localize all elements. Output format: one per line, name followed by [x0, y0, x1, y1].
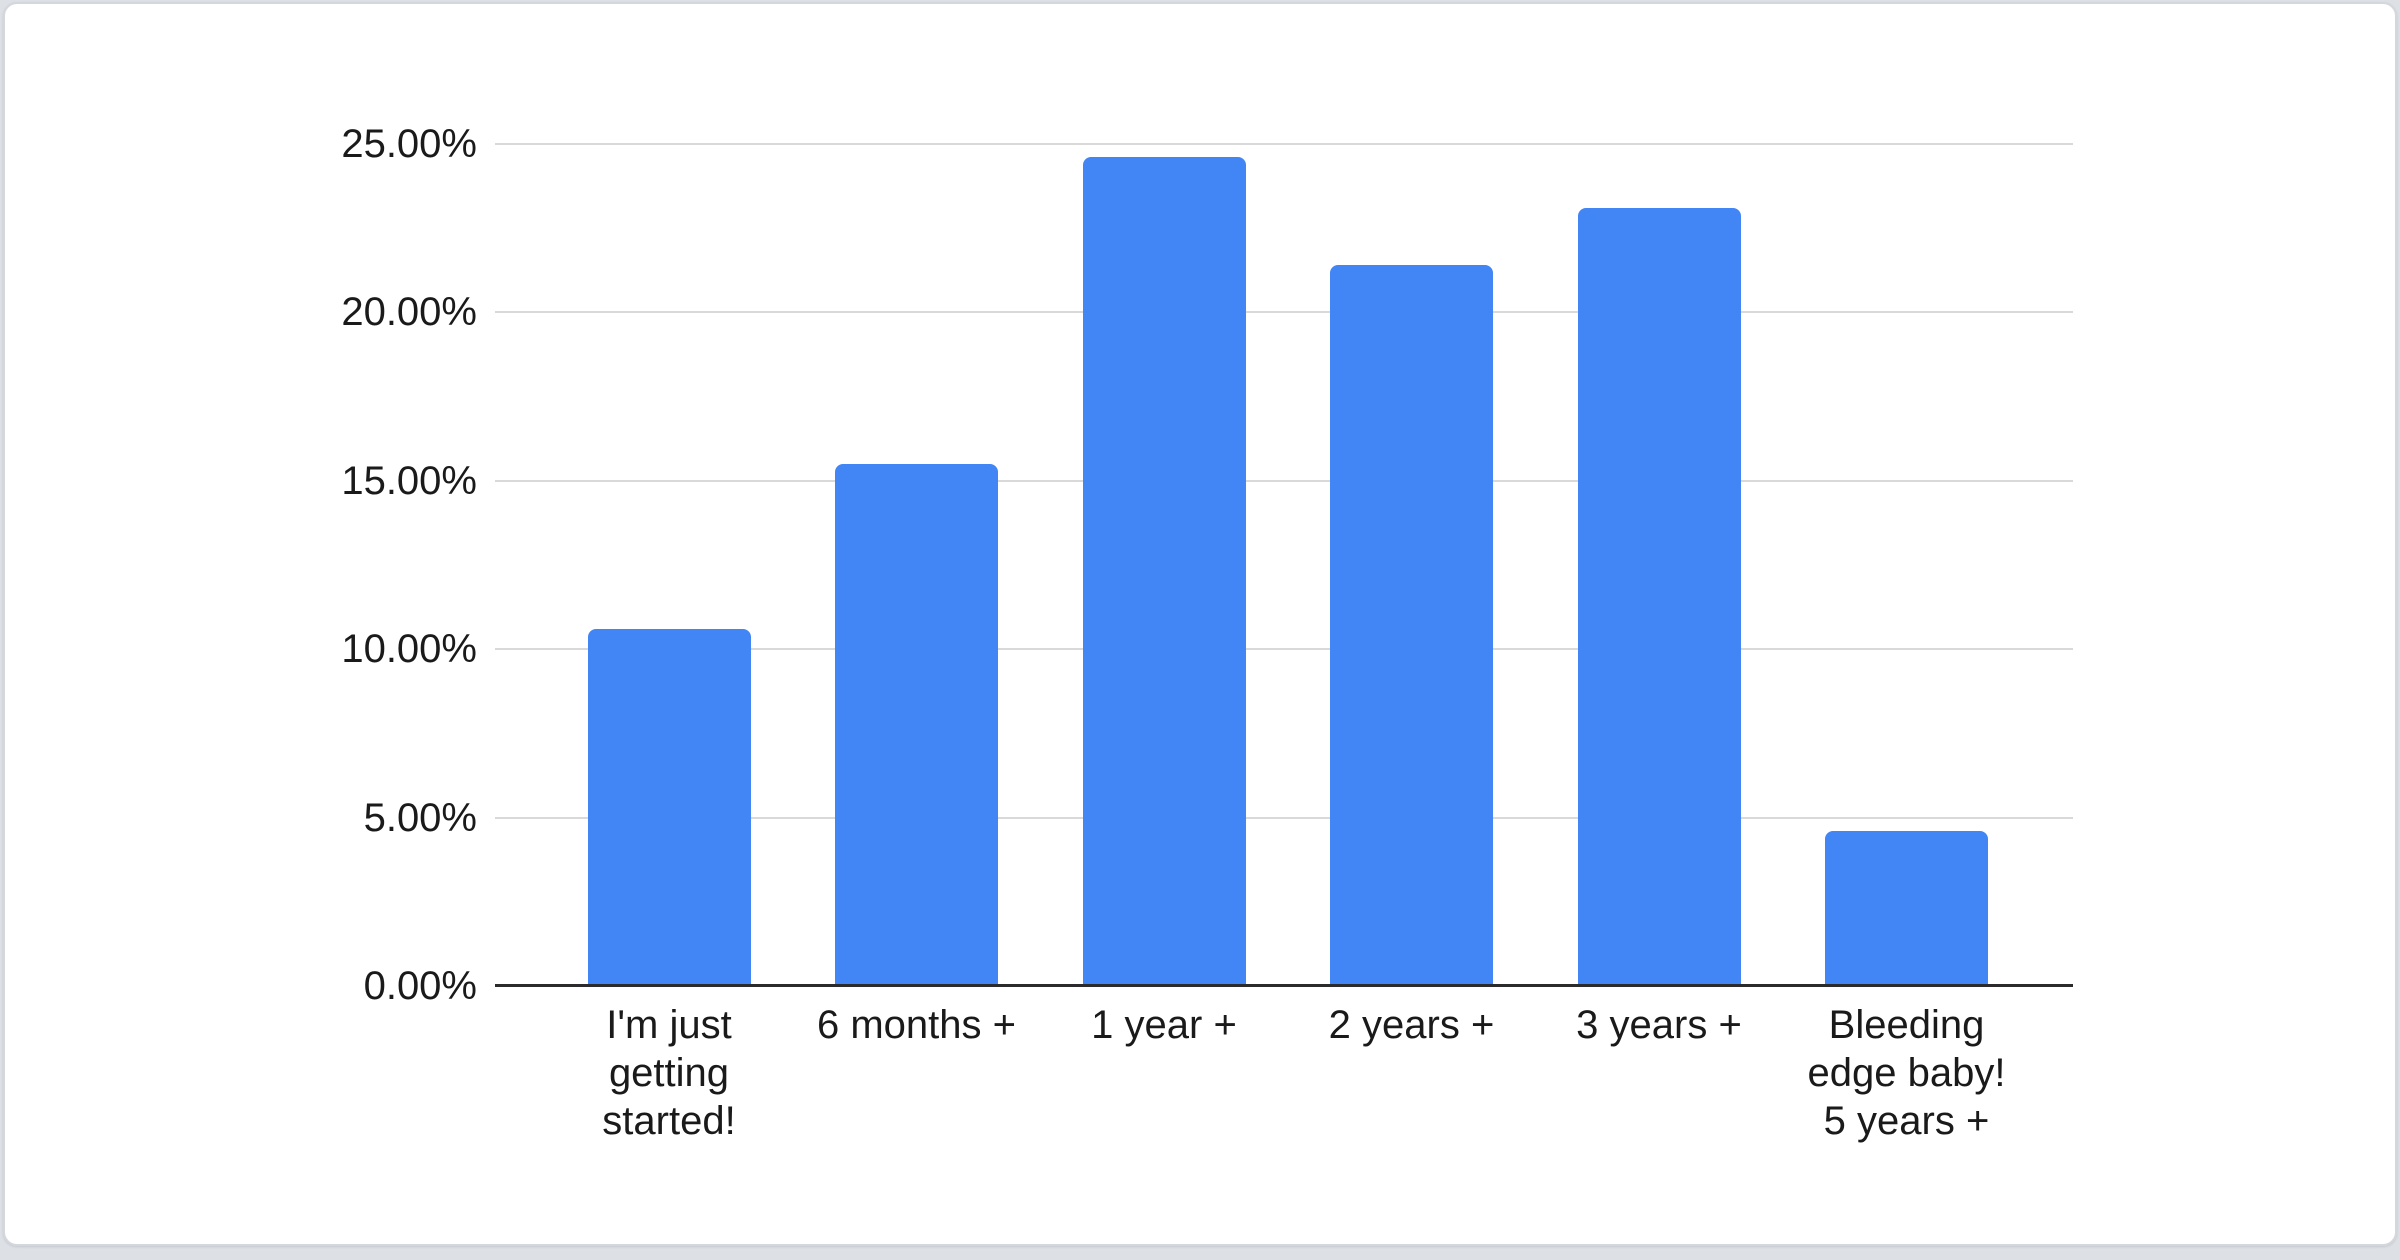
x-axis-category-label: 6 months + — [816, 1003, 1016, 1047]
x-axis-category-label: 3 years + — [1576, 1003, 1742, 1047]
y-axis-tick-label: 25.00% — [341, 122, 477, 166]
y-axis-tick-label: 5.00% — [363, 795, 477, 840]
y-axis-tick-label: 15.00% — [341, 458, 477, 503]
y-axis-tick-label: 0.00% — [363, 964, 477, 1008]
chart-card: 0.00% 5.00% 10.00% 15.00% 20.00% 25.00% I'm ju… — [3, 2, 2397, 1246]
x-axis-category-label: 1 year + — [1091, 1003, 1237, 1047]
gridline-10pct — [495, 648, 2073, 651]
bar-4 — [1330, 265, 1493, 986]
bar-3 — [1082, 157, 1246, 986]
gridline-25pct — [495, 143, 2073, 145]
bar-5 — [1577, 208, 1741, 986]
x-axis-category-label: Bleeding edge baby! 5 years + — [1807, 1003, 2006, 1143]
bar-1 — [587, 629, 751, 986]
gridline-5pct — [495, 816, 2073, 819]
y-axis-tick-label: 10.00% — [341, 627, 477, 672]
x-axis-line — [495, 984, 2073, 987]
gridline-20pct — [495, 311, 2073, 314]
x-axis-category-label: I'm just getting started! — [602, 1003, 736, 1143]
bar-2 — [835, 464, 998, 986]
bar-6 — [1825, 831, 1988, 986]
gridline-15pct — [495, 479, 2073, 482]
x-axis-category-label: 2 years + — [1328, 1003, 1495, 1047]
bar-chart: 0.00% 5.00% 10.00% 15.00% 20.00% 25.00% I'm ju… — [5, 4, 2400, 1260]
y-axis-tick-label: 20.00% — [341, 290, 477, 335]
